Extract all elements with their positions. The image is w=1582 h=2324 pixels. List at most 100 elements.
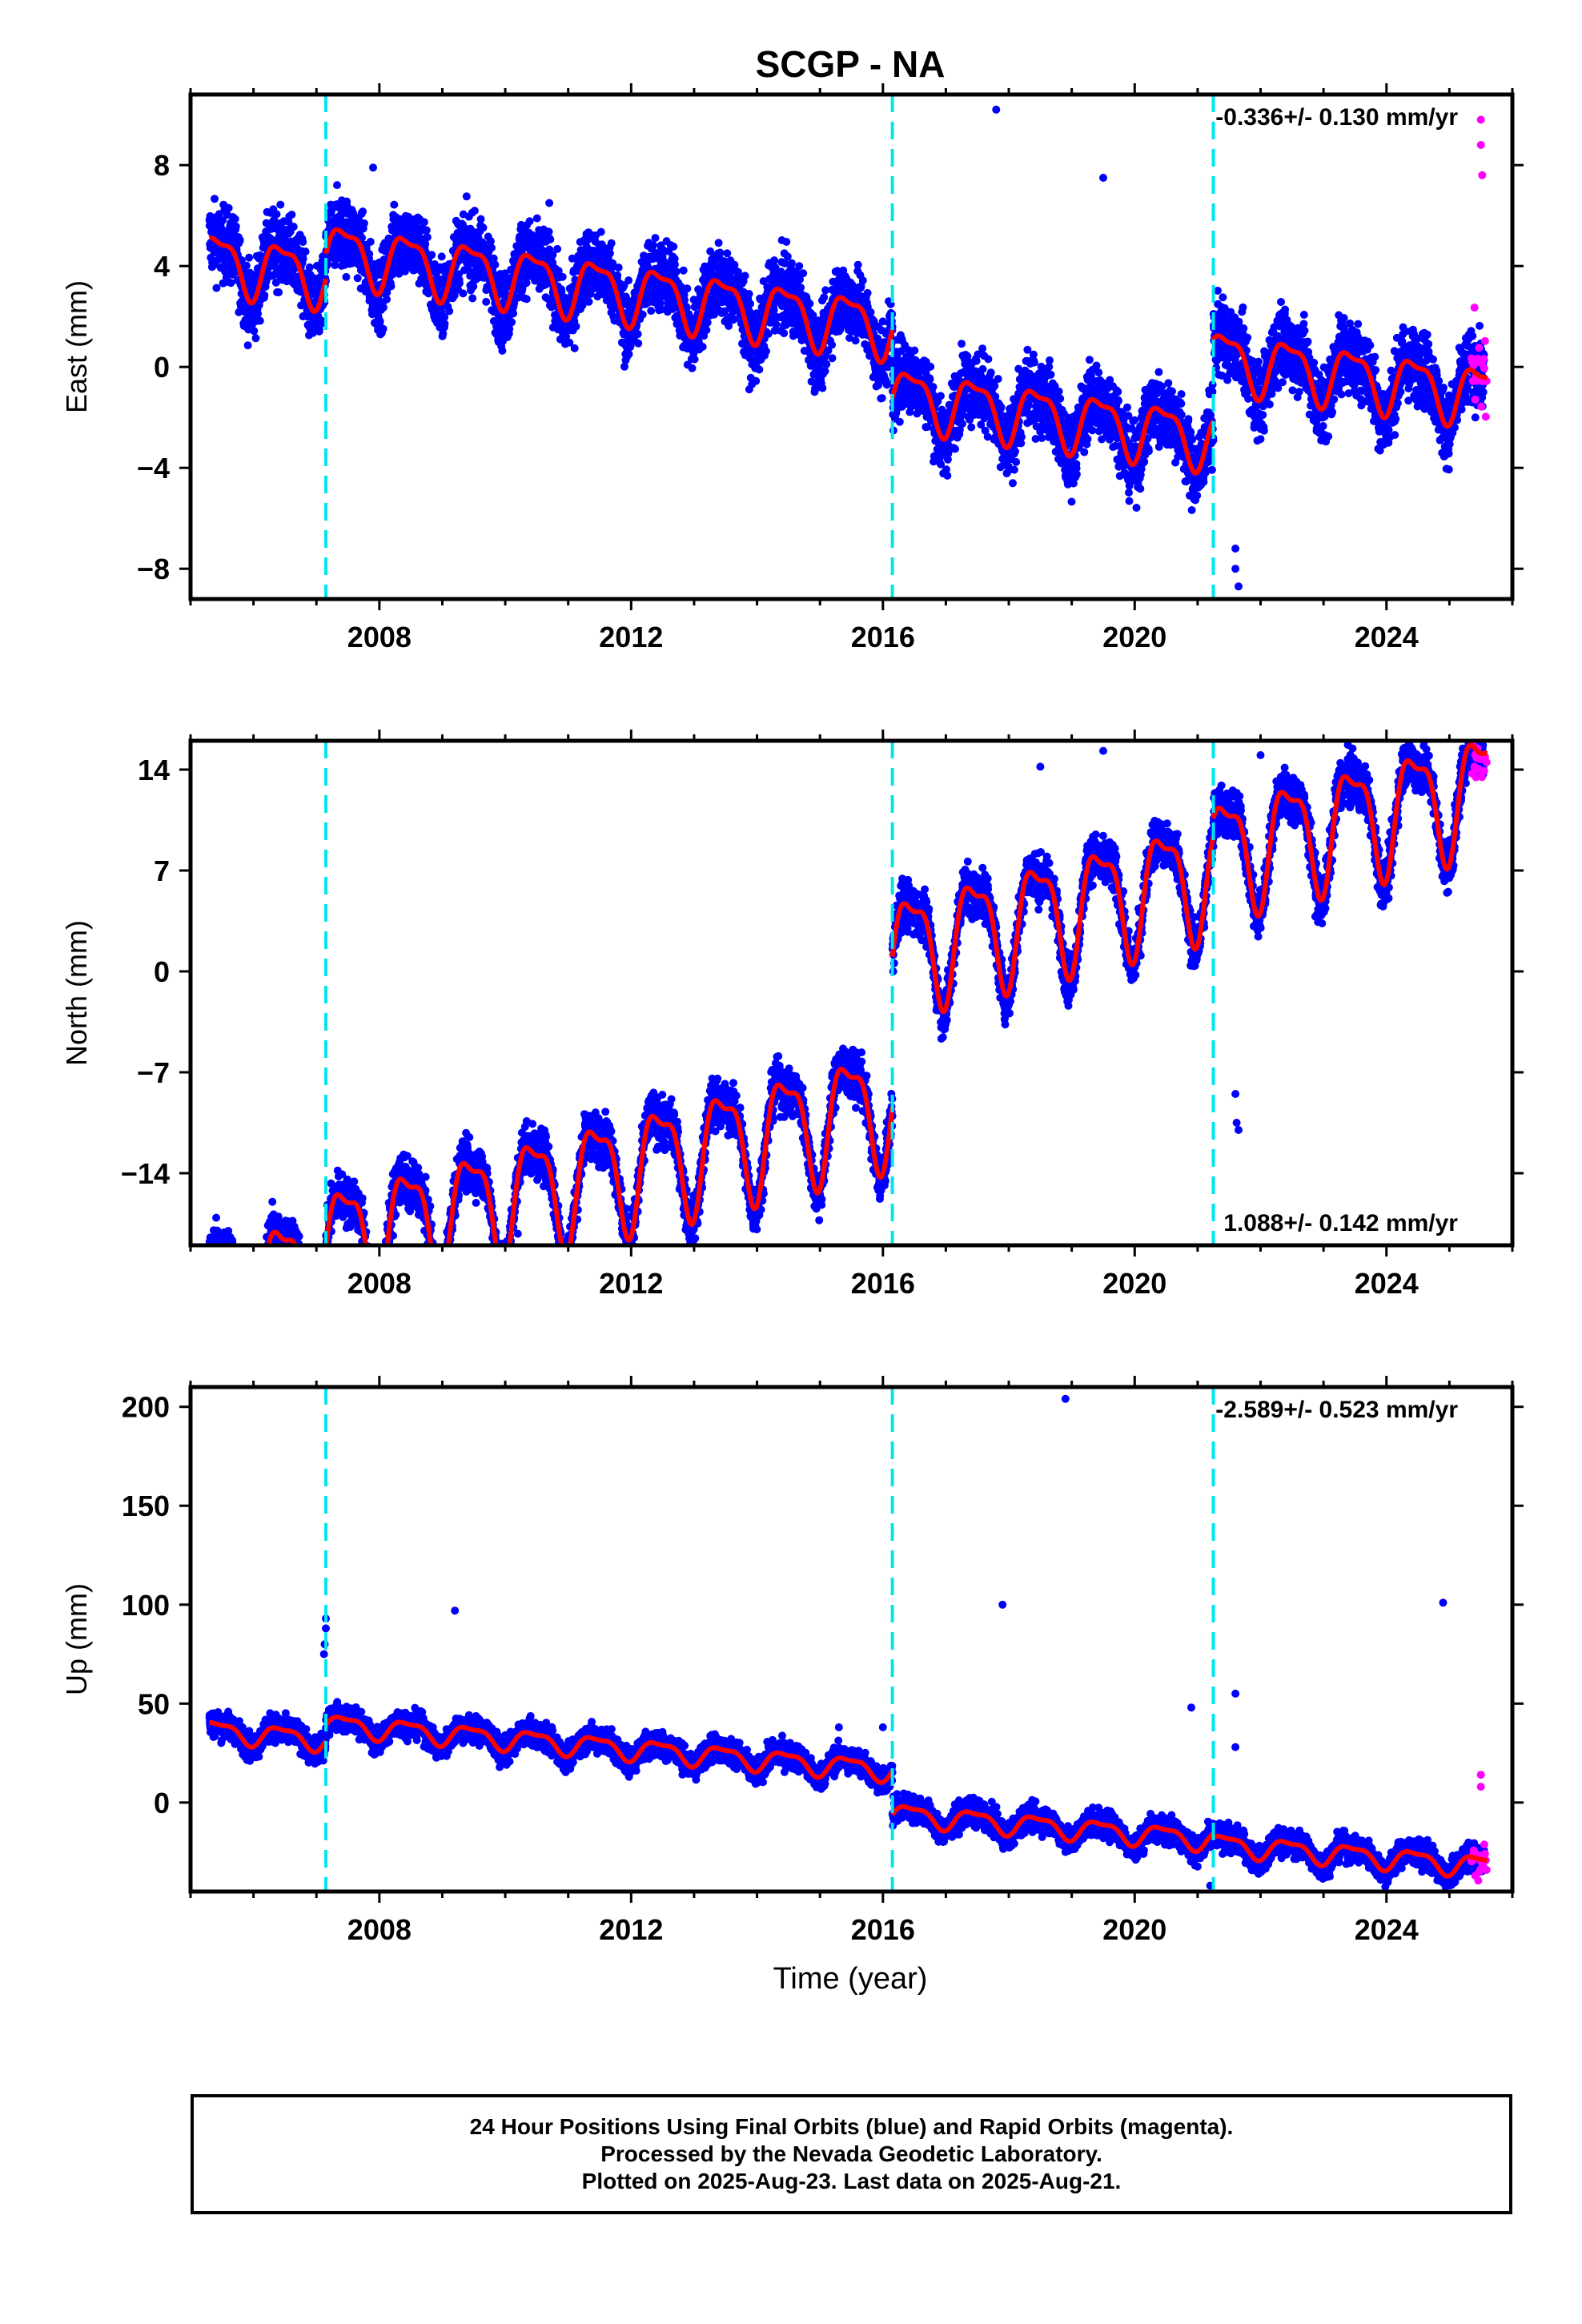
data-point [231,215,239,223]
data-point [289,223,298,231]
data-point [818,384,827,392]
data-point [423,233,432,242]
data-point [245,253,254,262]
data-point [544,227,553,236]
data-point [287,211,296,219]
data-point [782,238,791,246]
data-point [456,279,464,287]
data-point [379,324,387,333]
data-point [366,237,375,246]
data-point [421,239,430,248]
data-point [254,309,263,318]
data-point [522,295,531,304]
data-point [1010,465,1018,474]
data-point [479,223,488,232]
data-point [1056,394,1065,403]
data-point [1083,435,1092,444]
data-point [553,244,562,253]
data-point [445,307,454,316]
data-point [270,271,279,279]
data-point [1011,447,1019,456]
data-point [910,346,919,355]
data-point [546,235,555,243]
data-point [745,290,753,298]
data-point [242,261,251,270]
data-point [762,347,770,356]
data-point [967,423,976,432]
data-point [605,249,614,258]
data-point [470,207,479,215]
data-point [1067,497,1076,506]
data-point [299,238,307,247]
data-point [235,235,244,244]
chart-title: SCGP - NA [756,43,946,85]
data-point [488,243,496,252]
data-point [783,252,792,261]
data-point [1030,358,1038,367]
data-point [317,316,326,325]
data-point [672,267,681,276]
data-point [1072,470,1081,479]
data-point [468,294,477,303]
data-point [276,200,285,209]
data-point [482,297,491,306]
data-point [853,260,862,269]
data-point [633,330,642,339]
data-point [383,295,391,304]
data-point [491,260,500,269]
data-point [820,293,829,302]
data-point [741,271,749,280]
data-point [1009,479,1017,488]
data-point [572,322,580,331]
data-point [647,307,656,316]
data-point [459,289,468,298]
data-point [866,308,875,316]
data-point [387,282,396,291]
data-point [255,316,264,325]
data-point [614,263,623,272]
data-point [570,344,579,352]
data-point [476,215,485,223]
data-point [787,259,796,267]
data-point [272,210,281,219]
data-point [509,309,518,318]
data-point [440,320,449,328]
data-point [613,271,622,279]
data-point [508,318,516,327]
data-point [703,318,712,327]
data-point [243,341,252,350]
data-point [688,364,697,372]
data-point [624,276,633,285]
data-point [558,272,567,281]
data-point [929,383,938,392]
data-point [437,252,446,261]
data-point [958,340,966,348]
data-point [1012,457,1021,466]
data-point [498,346,507,355]
data-point [943,471,952,480]
data-point [390,200,399,209]
data-point [828,340,837,349]
data-point [305,263,314,271]
data-point [651,234,660,243]
final-orbit-points [205,181,1488,514]
data-point [978,364,987,373]
data-point [851,336,860,345]
data-point [422,226,431,235]
data-point [755,365,764,374]
data-point [746,300,754,308]
data-point [624,350,633,359]
data-point [822,360,831,368]
data-point [525,217,534,226]
data-point [671,260,679,269]
data-point [986,368,995,377]
data-point [1046,356,1054,364]
data-point [997,403,1006,412]
data-point [926,375,934,384]
data-point [634,339,643,348]
data-point [331,261,339,270]
data-point [828,354,837,363]
data-point [936,392,945,400]
